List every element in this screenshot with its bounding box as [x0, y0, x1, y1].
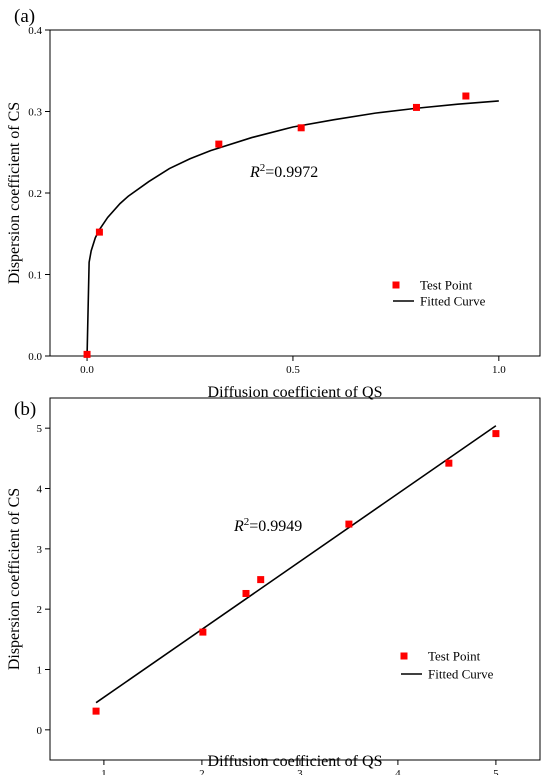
x-tick-label: 4 [395, 768, 401, 775]
test-point-marker [297, 124, 305, 132]
x-tick-label: 1.0 [492, 364, 506, 376]
x-tick-label: 5 [493, 768, 499, 775]
legend-label-fitted-curve: Fitted Curve [428, 667, 494, 682]
legend-label-test-point: Test Point [428, 649, 481, 664]
legend-label-test-point: Test Point [420, 278, 473, 293]
y-tick-label: 0.3 [28, 107, 42, 119]
r2-annotation: R2=0.9972 [249, 162, 318, 181]
x-tick-label: 2 [199, 768, 205, 775]
y-tick-label: 5 [37, 423, 43, 435]
test-point-marker [257, 576, 265, 584]
chart-panel-a: 0.0 0.5 1.0 0.0 0.1 0.2 0.3 0.4 Diffusion coeffi… [6, 6, 541, 401]
test-point-marker [345, 520, 353, 528]
y-tick-label: 2 [37, 604, 43, 616]
chart-panel-b: 1 2 3 4 5 0 1 2 3 4 5 Diffusion coefficient of QS Di… [6, 397, 541, 775]
fitted-curve-line [86, 100, 499, 357]
test-point-marker [445, 459, 453, 467]
y-tick-label: 0 [37, 725, 43, 737]
x-tick-label: 0.0 [80, 364, 94, 376]
y-tick-label: 0.2 [28, 188, 42, 200]
x-tick-label: 1 [101, 768, 107, 775]
x-axis-label: Diffusion coefficient of QS [208, 753, 383, 770]
y-tick-label: 4 [37, 484, 43, 496]
test-point-marker [92, 707, 100, 715]
y-tick-label: 0.1 [28, 270, 42, 282]
panel-label: (a) [14, 6, 35, 27]
test-point-marker [95, 228, 103, 236]
legend-label-fitted-curve: Fitted Curve [420, 294, 486, 309]
x-tick-label: 0.5 [286, 364, 300, 376]
y-tick-label: 0.0 [28, 351, 42, 363]
test-point-marker [462, 92, 470, 100]
y-axis-label: Dispersion coefficient of CS [6, 102, 23, 284]
x-axis-label: Diffusion coefficient of QS [208, 384, 383, 401]
panel-label: (b) [14, 399, 36, 420]
x-tick-label: 3 [297, 768, 303, 775]
fitted-curve-line [95, 425, 497, 704]
test-point-marker [215, 140, 223, 148]
y-tick-label: 0.4 [28, 25, 42, 37]
legend: Test Point Fitted Curve [400, 649, 494, 682]
test-point-marker [412, 103, 420, 111]
test-point-marker [199, 628, 207, 636]
test-point-marker [242, 589, 250, 597]
test-point-marker [83, 350, 91, 358]
y-axis-label: Dispersion coefficient of CS [6, 488, 23, 670]
y-tick-label: 3 [37, 544, 43, 556]
legend-marker-test-point [392, 281, 400, 289]
plot-frame [49, 397, 541, 761]
r2-annotation: R2=0.9949 [233, 516, 302, 535]
test-point-marker [492, 430, 500, 438]
y-tick-label: 1 [37, 665, 43, 677]
legend-marker-test-point [400, 652, 408, 660]
